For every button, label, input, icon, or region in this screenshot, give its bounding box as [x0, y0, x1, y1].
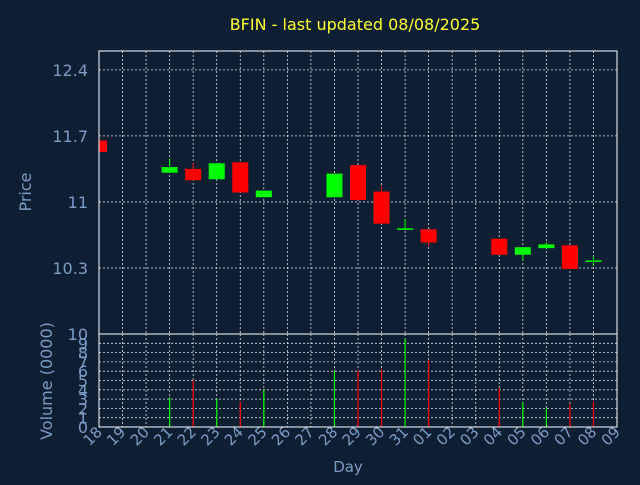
candle-body — [350, 165, 366, 201]
volume-series — [169, 338, 595, 427]
volume-tick-label: 5 — [78, 372, 88, 391]
volume-tick-label: 2 — [78, 399, 88, 418]
price-tick-label: 10 — [68, 325, 88, 344]
candle-body — [373, 191, 390, 224]
candle-body — [232, 162, 249, 193]
volume-plot-frame — [98, 333, 618, 428]
price-tick-label: 11 — [68, 193, 88, 212]
candle-body — [585, 260, 602, 262]
price-tick-labels: 10 10.3 11 11.7 12.4 — [52, 61, 88, 344]
candle-body — [326, 173, 343, 198]
candle-body — [514, 247, 531, 255]
candle-body — [255, 190, 272, 198]
volume-tick-label: 4 — [78, 381, 88, 400]
candle-body — [397, 228, 414, 230]
candle-body — [99, 140, 107, 152]
candle-body — [420, 229, 437, 243]
volume-tick-label: 1 — [78, 409, 88, 428]
volume-tick-label: 8 — [78, 344, 88, 363]
volume-tick-label: 6 — [78, 362, 88, 381]
candle-body — [538, 244, 555, 249]
candle-body — [491, 238, 508, 255]
candle-body — [561, 245, 578, 269]
volume-tick-label: 7 — [78, 353, 88, 372]
candle-body — [161, 167, 178, 173]
price-tick-label: 10.3 — [52, 259, 88, 278]
chart-title: BFIN - last updated 08/08/2025 — [230, 15, 481, 34]
volume-tick-label: 3 — [78, 390, 88, 409]
candlestick-series — [98, 140, 602, 269]
volume-tick-label: 9 — [78, 334, 88, 353]
price-tick-label: 12.4 — [52, 61, 88, 80]
price-axis-label: Price — [16, 172, 35, 211]
candle-body — [208, 163, 225, 180]
x-axis-label: Day — [333, 458, 363, 476]
candle-body — [185, 168, 202, 181]
volume-tick-label: 0 — [78, 418, 88, 437]
price-tick-label: 11.7 — [52, 127, 88, 146]
volume-axis-label: Volume (0000) — [37, 322, 56, 440]
